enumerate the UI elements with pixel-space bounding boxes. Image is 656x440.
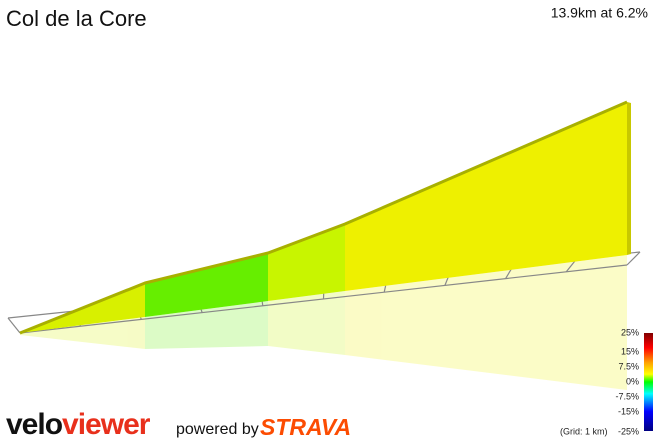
legend-label: -15%: [618, 406, 639, 416]
legend: 25% 15% 7.5% 0% -7.5% -15% -25%: [615, 327, 639, 436]
legend-label: 7.5%: [618, 361, 639, 371]
legend-label: 0%: [626, 376, 639, 386]
powered-by: powered by: [176, 421, 259, 438]
legend-label: 25%: [621, 327, 639, 337]
logo: veloviewer: [6, 408, 151, 440]
grid-note: (Grid: 1 km): [560, 426, 608, 436]
profile-surface: [19, 100, 631, 335]
legend-label: 15%: [621, 346, 639, 356]
legend-label: -7.5%: [615, 391, 639, 401]
legend-label: -25%: [618, 426, 639, 436]
summary: 13.9km at 6.2%: [551, 5, 648, 21]
strava-logo: STRAVA: [260, 414, 351, 440]
logo-part: velo: [6, 408, 63, 440]
title: Col de la Core: [6, 6, 147, 31]
legend-color-bar: [644, 333, 653, 431]
logo-part: viewer: [62, 408, 151, 440]
